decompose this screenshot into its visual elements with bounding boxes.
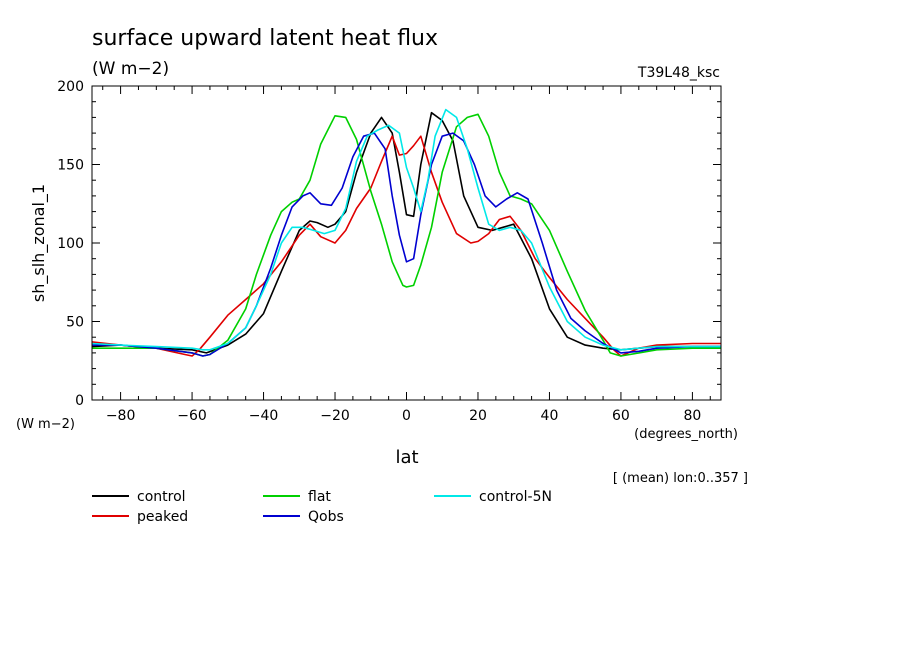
x-tick-label: 40: [541, 408, 559, 424]
chart-subtitle: (W m−2): [92, 59, 169, 79]
series-line-control-5n: [92, 108, 721, 351]
axis-ticks: [92, 85, 721, 401]
legend-label: control-5N: [479, 489, 552, 505]
legend-label: peaked: [137, 509, 188, 525]
y-tick-label: 150: [57, 158, 84, 174]
x-tick-label: 20: [469, 408, 487, 424]
x-tick-label: −60: [177, 408, 207, 424]
x-axis-label: lat: [395, 447, 418, 468]
series-lines: [92, 108, 721, 357]
chart-title: surface upward latent heat flux: [92, 26, 438, 51]
x-tick-label: 0: [402, 408, 411, 424]
y-axis-units: (W m−2): [16, 417, 75, 432]
x-tick-label: −40: [249, 408, 279, 424]
x-tick-label: −20: [320, 408, 350, 424]
y-tick-label: 100: [57, 236, 84, 252]
x-axis-units: (degrees_north): [634, 427, 738, 442]
legend: control peaked flat Qobs control-5N: [92, 489, 552, 525]
legend-label: Qobs: [308, 509, 344, 525]
x-tick-label: −80: [106, 408, 136, 424]
series-line-control: [92, 111, 721, 354]
tick-labels: −80 −60 −40 −20 0 20 40 60 80 0 50 100 150 200: [57, 79, 701, 424]
y-tick-label: 50: [66, 315, 84, 331]
x-tick-label: 80: [683, 408, 701, 424]
legend-label: control: [137, 489, 186, 505]
series-line-flat: [92, 113, 721, 357]
y-tick-label: 0: [75, 393, 84, 409]
y-axis-label: sh_slh_zonal_1: [29, 184, 49, 302]
chart-right-label: T39L48_ksc: [637, 65, 720, 81]
x-tick-label: 60: [612, 408, 630, 424]
plot-frame: [91, 85, 722, 401]
legend-label: flat: [308, 489, 331, 505]
y-tick-label: 200: [57, 79, 84, 95]
averaging-note: [ (mean) lon:0..357 ]: [613, 471, 748, 486]
